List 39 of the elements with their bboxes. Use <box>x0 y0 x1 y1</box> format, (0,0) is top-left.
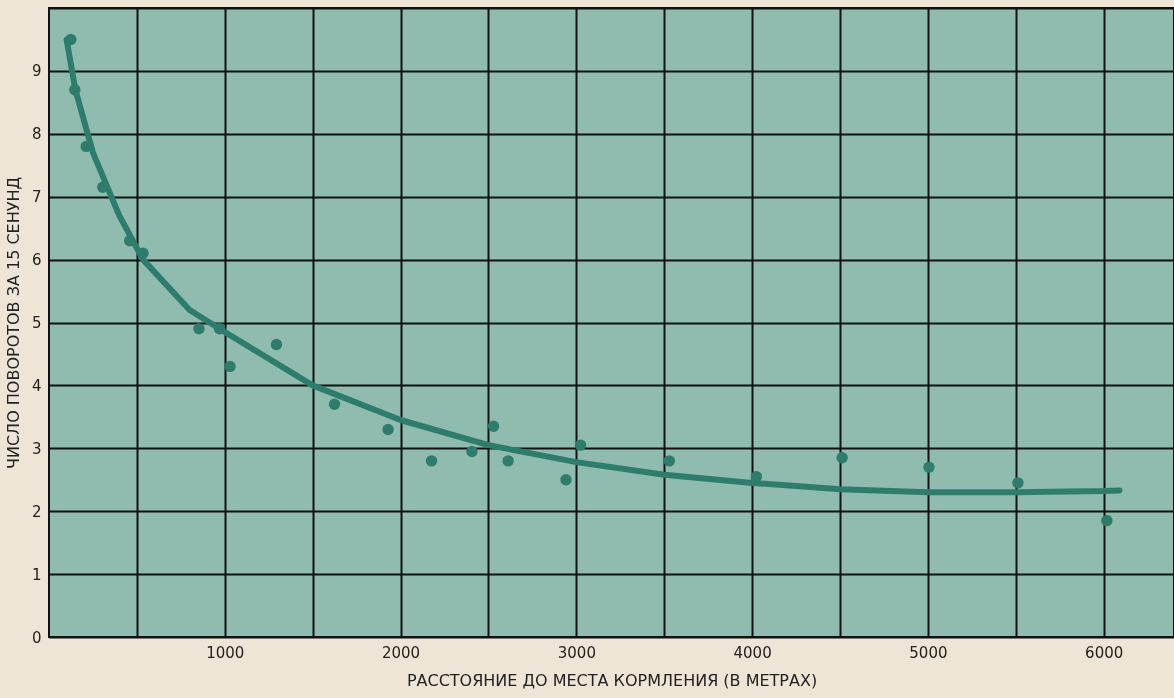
x-axis-title: РАССТОЯНИЕ ДО МЕСТА КОРМЛЕНИЯ (В МЕТРАХ) <box>406 670 818 690</box>
point <box>328 398 341 410</box>
point <box>663 455 676 467</box>
y-tick-label: 1 <box>31 565 42 584</box>
point <box>123 235 136 247</box>
point <box>1012 477 1024 489</box>
x-tick-label: 5000 <box>909 643 948 662</box>
point <box>65 33 77 46</box>
point <box>193 323 205 335</box>
point <box>574 439 587 451</box>
x-tick-label: 2000 <box>381 643 421 662</box>
y-tick-label: 4 <box>31 376 42 395</box>
point <box>560 474 572 486</box>
point <box>923 461 935 473</box>
point <box>466 445 478 458</box>
y-tick-label: 8 <box>31 125 42 144</box>
y-tick-label: 6 <box>31 251 42 270</box>
y-tick-label: 0 <box>31 628 42 647</box>
x-tick-label: 1000 <box>206 643 245 662</box>
point <box>213 323 226 335</box>
y-tick-label: 9 <box>31 62 42 81</box>
point <box>137 247 149 259</box>
point <box>224 360 236 373</box>
point <box>69 84 81 96</box>
y-tick-label: 2 <box>31 502 42 521</box>
point <box>270 338 283 351</box>
point <box>836 452 848 464</box>
x-tick-label: 6000 <box>1085 643 1124 662</box>
y-tick-label: 7 <box>31 188 42 207</box>
y-tick-label: 5 <box>31 314 42 332</box>
x-tick-label: 3000 <box>557 643 596 662</box>
y-tick-label: 3 <box>31 439 42 458</box>
point <box>382 423 394 436</box>
point <box>1101 514 1113 527</box>
y-axis-title: ЧИСЛО ПОВОРОТОВ ЗА 15 СЕНУНД <box>3 176 23 470</box>
point <box>425 455 438 467</box>
point <box>502 455 514 467</box>
x-tick-label: 4000 <box>733 643 772 662</box>
point <box>487 420 500 432</box>
